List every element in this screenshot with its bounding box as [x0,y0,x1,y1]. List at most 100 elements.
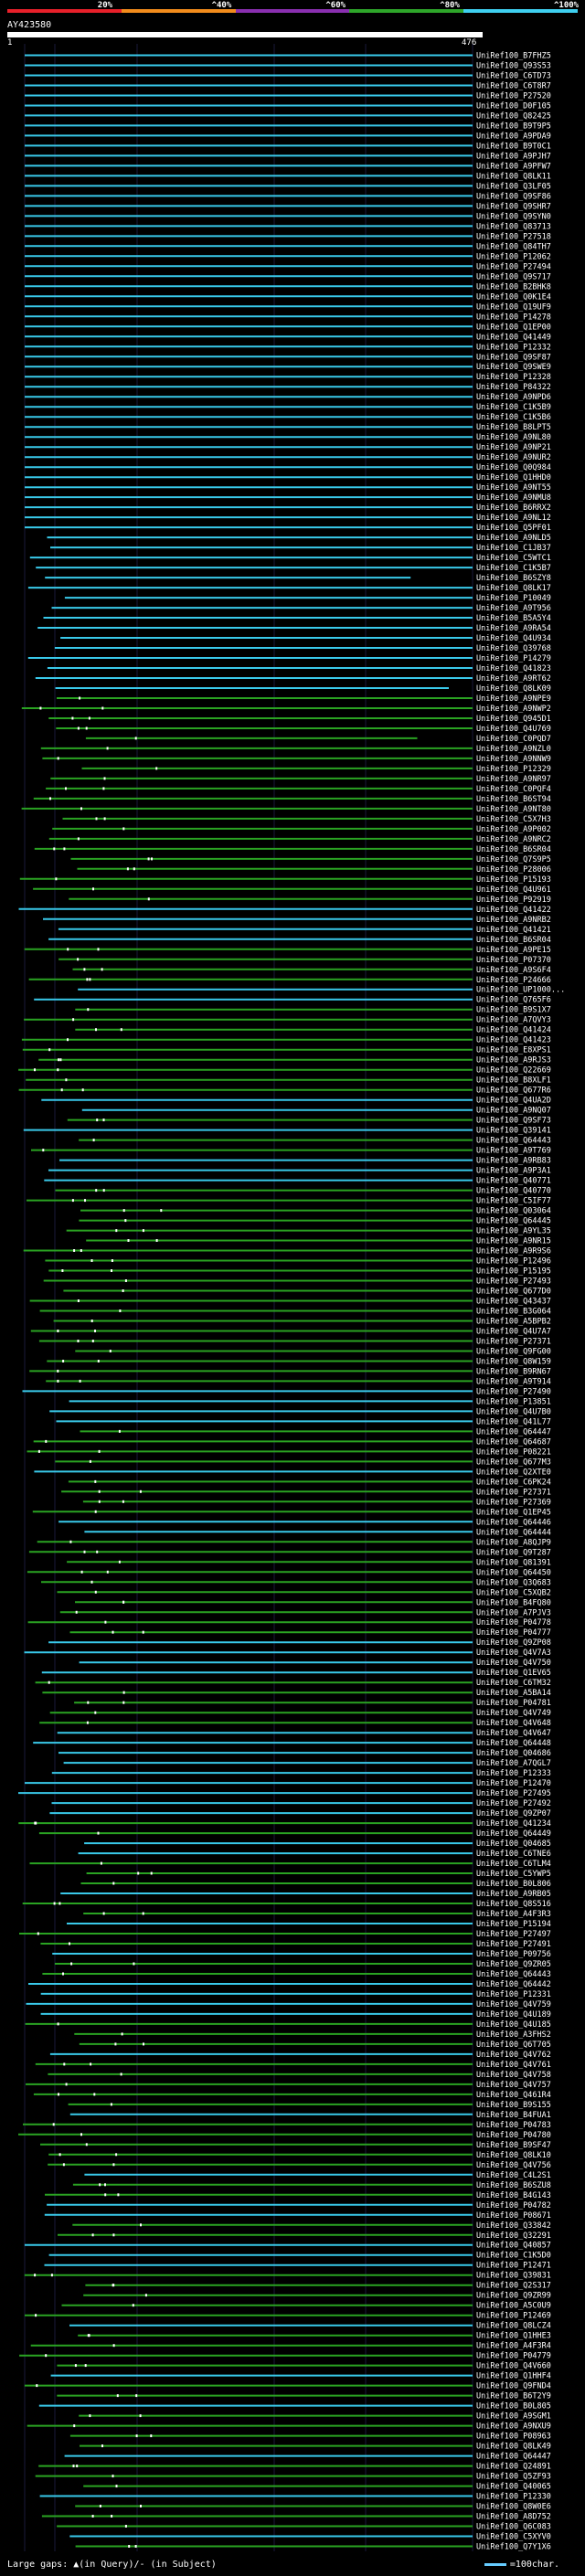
hit-row[interactable]: UniRef100_B8LPT5 [25,423,551,432]
hit-row[interactable]: UniRef100_Q64444 [84,1528,551,1537]
hit-id-label[interactable]: UniRef100_B6SZU8 [476,2181,551,2190]
hit-row[interactable]: UniRef100_Q22669 [18,1066,551,1076]
hit-id-label[interactable]: UniRef100_C5X7H3 [476,815,551,824]
hit-id-label[interactable]: UniRef100_Q4UA2D [476,1097,551,1106]
hit-row[interactable]: UniRef100_Q7Y1X6 [75,2543,551,2552]
hit-row[interactable]: UniRef100_A9T956 [51,604,551,613]
hit-id-label[interactable]: UniRef100_A9NMU8 [476,493,551,503]
hit-row[interactable]: UniRef100_B6SR04 [48,936,551,945]
hit-id-label[interactable]: UniRef100_Q9SHR7 [476,202,551,211]
hit-row[interactable]: UniRef100_P08671 [44,2211,551,2221]
hit-row[interactable]: UniRef100_Q2S317 [85,2282,551,2291]
hit-row[interactable]: UniRef100_A9P3A1 [48,1167,551,1176]
hit-row[interactable]: UniRef100_Q41L77 [56,1417,551,1426]
hit-row[interactable]: UniRef100_A9YL35 [66,1227,551,1236]
hit-id-label[interactable]: UniRef100_Q7Y1X6 [476,2543,551,2552]
hit-row[interactable]: UniRef100_Q41823 [47,664,551,673]
hit-row[interactable]: UniRef100_P27520 [25,92,551,101]
hit-id-label[interactable]: UniRef100_Q04685 [476,1839,551,1849]
hit-id-label[interactable]: UniRef100_Q8LK10 [476,2151,551,2160]
hit-id-label[interactable]: UniRef100_Q40065 [476,2483,551,2492]
hit-id-label[interactable]: UniRef100_P12062 [476,252,551,261]
hit-id-label[interactable]: UniRef100_Q4V750 [476,1659,551,1668]
hit-id-label[interactable]: UniRef100_Q945D1 [476,715,551,724]
hit-row[interactable]: UniRef100_Q9FND4 [24,2382,551,2391]
hit-row[interactable]: UniRef100_B9RN67 [29,1367,551,1376]
hit-row[interactable]: UniRef100_C0PQF4 [46,785,551,794]
hit-row[interactable]: UniRef100_Q82425 [25,111,551,121]
hit-row[interactable]: UniRef100_Q81391 [67,1558,551,1567]
hit-row[interactable]: UniRef100_C6T8R7 [25,82,551,91]
hit-id-label[interactable]: UniRef100_A9NWP2 [476,705,551,714]
hit-id-label[interactable]: UniRef100_P04783 [476,2121,551,2130]
hit-row[interactable]: UniRef100_B0L805 [38,2402,551,2412]
hit-id-label[interactable]: UniRef100_Q40771 [476,1177,551,1186]
hit-id-label[interactable]: UniRef100_Q64447 [476,2453,551,2462]
hit-row[interactable]: UniRef100_A9RT62 [35,674,551,684]
hit-id-label[interactable]: UniRef100_A9T769 [476,1147,551,1156]
hit-id-label[interactable]: UniRef100_A9NNW9 [476,755,551,764]
hit-id-label[interactable]: UniRef100_A9NPD6 [476,393,551,402]
hit-row[interactable]: UniRef100_Q64687 [33,1437,551,1447]
hit-row[interactable]: UniRef100_P12329 [81,765,551,774]
hit-row[interactable]: UniRef100_A5C0U9 [61,2302,551,2311]
hit-row[interactable]: UniRef100_C5X7H3 [62,815,551,824]
hit-id-label[interactable]: UniRef100_Q93S53 [476,62,551,71]
hit-row[interactable]: UniRef100_Q4V660 [57,2362,551,2371]
hit-id-label[interactable]: UniRef100_Q4V647 [476,1729,551,1738]
hit-row[interactable]: UniRef100_Q64447 [80,1427,551,1436]
hit-row[interactable]: UniRef100_Q41449 [25,333,551,342]
hit-row[interactable]: UniRef100_Q4V762 [49,2051,551,2060]
hit-id-label[interactable]: UniRef100_C1JB37 [476,544,551,553]
hit-row[interactable]: UniRef100_A9NPE9 [57,694,551,704]
hit-id-label[interactable]: UniRef100_Q9S717 [476,272,551,281]
hit-row[interactable]: UniRef100_Q6T705 [79,2041,551,2050]
hit-row[interactable]: UniRef100_B9S1X7 [75,1006,551,1015]
hit-id-label[interactable]: UniRef100_Q81391 [476,1558,551,1567]
hit-id-label[interactable]: UniRef100_P27494 [476,262,551,271]
hit-id-label[interactable]: UniRef100_P14278 [476,313,551,322]
hit-row[interactable]: UniRef100_Q9SYN0 [25,212,551,221]
hit-id-label[interactable]: UniRef100_B6T2Y9 [476,2392,551,2401]
hit-row[interactable]: UniRef100_Q24891 [38,2463,551,2472]
hit-id-label[interactable]: UniRef100_A9NRC2 [476,835,551,844]
hit-id-label[interactable]: UniRef100_C1K5B7 [476,564,551,573]
hit-id-label[interactable]: UniRef100_Q8LK17 [476,584,551,593]
hit-row[interactable]: UniRef100_P08221 [27,1447,551,1457]
hit-row[interactable]: UniRef100_Q84TH7 [25,242,551,251]
hit-row[interactable]: UniRef100_P10049 [64,594,551,603]
hit-row[interactable]: UniRef100_Q4V7A3 [24,1648,551,1658]
hit-id-label[interactable]: UniRef100_B9T0C1 [476,142,551,151]
hit-id-label[interactable]: UniRef100_P27497 [476,1930,551,1939]
hit-id-label[interactable]: UniRef100_Q22669 [476,1066,551,1076]
hit-row[interactable]: UniRef100_Q64450 [27,1568,551,1577]
hit-row[interactable]: UniRef100_P12062 [25,252,551,261]
hit-id-label[interactable]: UniRef100_Q41449 [476,333,551,342]
hit-row[interactable]: UniRef100_A9P002 [52,825,551,834]
hit-row[interactable]: UniRef100_C5XQB2 [57,1588,551,1597]
hit-id-label[interactable]: UniRef100_A9NRB2 [476,916,551,925]
hit-row[interactable]: UniRef100_Q64443 [79,1137,551,1146]
hit-row[interactable]: UniRef100_P12330 [39,2493,551,2502]
hit-row[interactable]: UniRef100_Q19UF9 [25,302,551,312]
hit-row[interactable]: UniRef100_P13851 [69,1397,551,1406]
hit-row[interactable]: UniRef100_P12331 [40,1990,551,1999]
hit-id-label[interactable]: UniRef100_Q64444 [476,1528,551,1537]
hit-row[interactable]: UniRef100_Q33842 [72,2221,551,2231]
hit-id-label[interactable]: UniRef100_C5YWP5 [476,1870,551,1879]
hit-row[interactable]: UniRef100_Q8LK17 [27,584,551,593]
hit-row[interactable]: UniRef100_C4L2S1 [84,2171,551,2180]
hit-id-label[interactable]: UniRef100_C6T8R7 [476,82,551,91]
hit-row[interactable]: UniRef100_Q1HHD0 [25,473,551,482]
hit-id-label[interactable]: UniRef100_Q4V749 [476,1709,551,1718]
hit-id-label[interactable]: UniRef100_C5WTC1 [476,554,551,563]
hit-row[interactable]: UniRef100_P07370 [58,956,551,965]
hit-row[interactable]: UniRef100_P27491 [40,1940,551,1949]
hit-id-label[interactable]: UniRef100_A9RA54 [476,624,551,633]
hit-id-label[interactable]: UniRef100_A3FHS2 [476,2030,551,2040]
hit-id-label[interactable]: UniRef100_P27369 [476,1498,551,1507]
hit-id-label[interactable]: UniRef100_Q64687 [476,1437,551,1447]
hit-row[interactable]: UniRef100_B6SZU8 [72,2181,551,2190]
hit-id-label[interactable]: UniRef100_A7PJV3 [476,1608,551,1617]
hit-id-label[interactable]: UniRef100_Q4V762 [476,2051,551,2060]
